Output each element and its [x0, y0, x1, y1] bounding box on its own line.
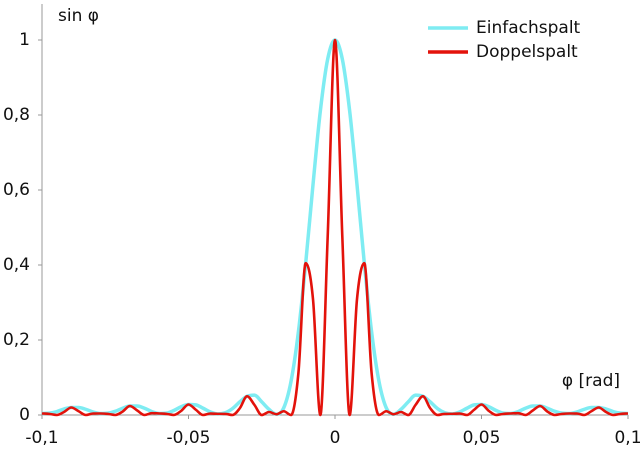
- x-tick-label: 0,05: [463, 428, 501, 448]
- legend-label: Einfachspalt: [476, 18, 581, 38]
- x-axis-label: φ [rad]: [562, 371, 620, 391]
- x-tick-label: 0: [330, 428, 341, 448]
- y-tick-label: 0,6: [3, 180, 30, 200]
- legend-label: Doppelspalt: [476, 42, 578, 62]
- y-tick-label: 0: [19, 405, 30, 425]
- series-line: [41, 38, 629, 417]
- y-tick-label: 0,8: [3, 105, 30, 125]
- series-line: [41, 38, 629, 416]
- y-axis-label: sin φ: [58, 6, 99, 26]
- y-tick-label: 1: [19, 30, 30, 50]
- x-tick-label: -0,05: [167, 428, 211, 448]
- y-tick-label: 0,4: [3, 255, 30, 275]
- x-tick-label: 0,1: [614, 428, 640, 448]
- y-tick-label: 0,2: [3, 330, 30, 350]
- x-tick-label: -0,1: [25, 428, 58, 448]
